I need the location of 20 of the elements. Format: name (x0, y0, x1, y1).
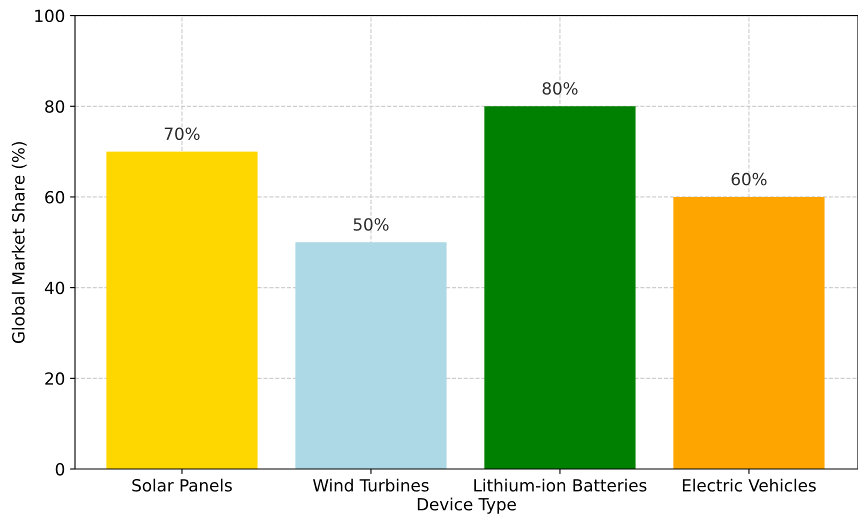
data-label: 60% (732, 172, 767, 186)
x-tick-label: Solar Panels (132, 478, 232, 492)
y-tick-label: 40 (44, 282, 64, 294)
y-tick-label: 100 (35, 10, 64, 22)
x-tick-label: Electric Vehicles (682, 478, 816, 492)
y-tick-label: 60 (45, 190, 64, 204)
y-tick-label: 0 (56, 462, 64, 476)
bar (673, 196, 825, 469)
bar (106, 152, 258, 469)
bar (295, 242, 447, 469)
data-label: 50% (354, 218, 389, 231)
x-axis-title: Device Type (418, 498, 516, 514)
y-axis-title: Global Market Share (%) (12, 142, 27, 343)
y-tick-label: 20 (45, 372, 64, 385)
y-tick-label: 80 (45, 100, 64, 113)
data-label: 70% (164, 127, 200, 140)
bar (484, 106, 636, 469)
x-tick-label: Wind Turbines (313, 478, 429, 492)
x-tick-label: Lithium-ion Batteries (474, 478, 646, 492)
data-label: 80% (542, 82, 578, 95)
